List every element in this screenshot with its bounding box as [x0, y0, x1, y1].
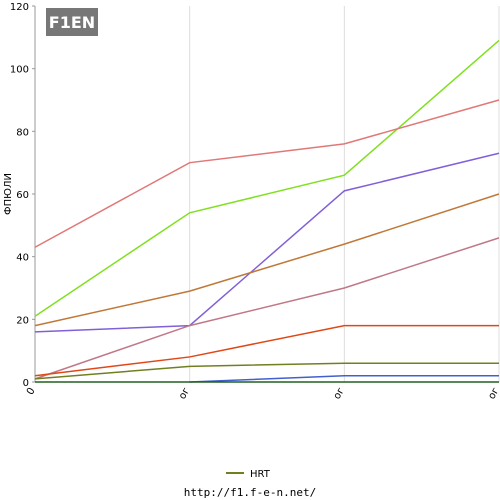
y-tick-label: 80 [16, 127, 29, 138]
x-tick-label: ог [177, 386, 192, 401]
x-tick-label: ог [486, 386, 500, 401]
series-line [34, 152, 500, 333]
x-tick-label: ог [332, 386, 347, 401]
y-tick-label: 20 [16, 315, 29, 326]
y-tick-label: 40 [16, 253, 29, 264]
series-line [34, 193, 500, 327]
series-line [34, 99, 500, 248]
series-line [34, 39, 500, 317]
series-line [34, 362, 499, 380]
y-tick-label: 0 [23, 378, 29, 389]
series-line [34, 324, 499, 377]
y-tick-label: 60 [16, 190, 29, 201]
x-tick-label: 0 [25, 386, 38, 397]
series-line [34, 237, 500, 380]
footer: http://f1.f-e-n.net/ [184, 486, 316, 499]
series-line [189, 374, 499, 383]
logo-box [46, 8, 98, 36]
legend-label: HRT [250, 469, 271, 480]
logo: F1EN [49, 13, 95, 32]
y-axis-label: ФПЮЛИ [3, 173, 14, 215]
y-tick-label: 100 [10, 65, 29, 76]
y-tick-label: 120 [10, 2, 29, 13]
